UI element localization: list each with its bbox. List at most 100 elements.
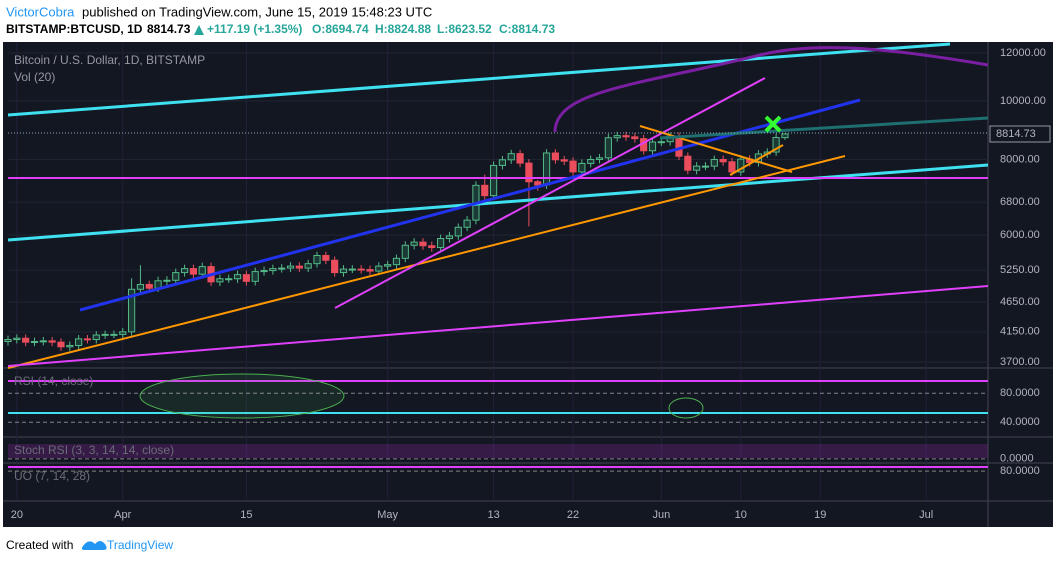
- pane-title: Stoch RSI (3, 3, 14, 14, close): [14, 443, 174, 457]
- y-tick-label: 80.0000: [1000, 387, 1040, 399]
- candle-body: [542, 152, 551, 186]
- ohlc-close: C:8814.73: [499, 22, 555, 36]
- candle-body: [339, 268, 348, 274]
- candle-body: [39, 340, 47, 343]
- indicator-panes: RSI (14, close) 80.0000 40.0000 Stoch RSI (…: [8, 374, 1040, 483]
- author[interactable]: VictorCobra: [6, 4, 75, 19]
- candle-body: [313, 254, 321, 265]
- y-tick-label: 12000.00: [1000, 47, 1046, 59]
- price-tag: [989, 125, 1051, 143]
- x-tick-label: 19: [814, 509, 826, 521]
- triangle: [729, 144, 784, 176]
- candle-body: [260, 270, 268, 273]
- candle-body: [225, 278, 233, 281]
- candle-body: [419, 241, 427, 247]
- candle-body: [216, 278, 224, 283]
- volume-label: Vol (20): [14, 70, 55, 84]
- projection: [659, 116, 989, 140]
- y-tick-label: 4150.00: [1000, 326, 1040, 338]
- candle-body: [48, 340, 56, 343]
- candle-body: [622, 135, 630, 138]
- candle-body: [13, 337, 21, 341]
- candle-body: [772, 137, 780, 153]
- x-tick-label: Jun: [652, 509, 670, 521]
- candle-body: [428, 245, 436, 249]
- candle-body: [180, 268, 189, 274]
- candle-body: [481, 184, 489, 197]
- candle-body: [92, 334, 100, 341]
- candle-body: [657, 141, 665, 144]
- up-arrow: [194, 25, 204, 35]
- candle-body: [437, 238, 445, 249]
- brand[interactable]: TradingView: [107, 538, 173, 552]
- ohlc-high: H:8824.88: [375, 22, 431, 36]
- candle-body: [357, 268, 365, 271]
- candle-body: [613, 135, 621, 139]
- last-price: 8814.73: [147, 22, 191, 36]
- ellipse: [139, 373, 345, 419]
- candle-body: [587, 158, 595, 164]
- candle-body: [463, 219, 471, 228]
- x-tick-label: May: [377, 509, 398, 521]
- candle-body: [136, 283, 145, 290]
- candle-body: [295, 265, 303, 269]
- candle-body: [728, 161, 736, 173]
- candle-body: [719, 158, 727, 163]
- candle-body: [110, 333, 118, 336]
- candle-body: [498, 159, 507, 166]
- candle-body: [233, 274, 242, 280]
- x-marker: [764, 115, 782, 133]
- candle-body: [172, 272, 180, 281]
- trend-line: [7, 42, 951, 117]
- trend-line: [7, 285, 989, 367]
- pane-title: RSI (14, close): [14, 374, 93, 388]
- candle-body: [189, 268, 197, 275]
- candle-body: [693, 165, 701, 171]
- candle-body: [569, 160, 577, 173]
- candle-body: [595, 157, 604, 160]
- change: +117.19 (+1.35%): [207, 22, 302, 36]
- drawings: [7, 42, 989, 468]
- ohlc-low: L:8623.52: [437, 22, 492, 36]
- candle-body: [737, 158, 745, 173]
- trend-line: [334, 77, 766, 309]
- candle-body: [401, 244, 409, 259]
- candle-body: [101, 333, 109, 336]
- y-tick-label: 3700.00: [1000, 356, 1040, 368]
- candle-body: [392, 257, 401, 266]
- candle-body: [4, 339, 12, 342]
- published: published on TradingView.com, June 15, 2…: [82, 4, 432, 19]
- candle-body: [710, 158, 718, 167]
- candle-body: [684, 155, 692, 171]
- candle-body: [781, 133, 789, 139]
- ohlc-open: O:8694.74: [312, 22, 369, 36]
- x-tick-label: 22: [567, 509, 579, 521]
- y-tick-label: 8000.00: [1000, 153, 1040, 165]
- y-tick-label: 4650.00: [1000, 296, 1040, 308]
- candle-body: [366, 269, 374, 272]
- y-tick-label: 6000.00: [1000, 229, 1040, 241]
- y-tick-label: 6800.00: [1000, 196, 1040, 208]
- candle-body: [66, 344, 74, 348]
- candle-body: [75, 338, 83, 346]
- x-tick-label: 10: [735, 509, 747, 521]
- x-tick-label: Apr: [114, 509, 131, 521]
- candle-body: [331, 259, 339, 274]
- symbol: BITSTAMP:BTCUSD, 1D: [6, 22, 143, 36]
- candles: [4, 131, 789, 351]
- candle-body: [454, 226, 462, 237]
- candle-body: [525, 162, 533, 183]
- y-tick-label: 10000.00: [1000, 95, 1046, 107]
- candle-body: [701, 165, 710, 168]
- candle-body: [375, 265, 383, 272]
- candle-body: [242, 274, 250, 282]
- triangle: [639, 125, 793, 173]
- candle-body: [560, 159, 568, 162]
- y-tick-label: 0.0000: [1000, 453, 1034, 465]
- axes: 12000.00 10000.00 8000.00 6800.00 6000.00 525…: [11, 47, 1051, 521]
- candle-body: [128, 288, 136, 333]
- candle-body: [145, 283, 153, 289]
- price-tag-label: 8814.73: [996, 128, 1036, 140]
- x-tick-label: 15: [240, 509, 252, 521]
- candle-body: [489, 164, 498, 197]
